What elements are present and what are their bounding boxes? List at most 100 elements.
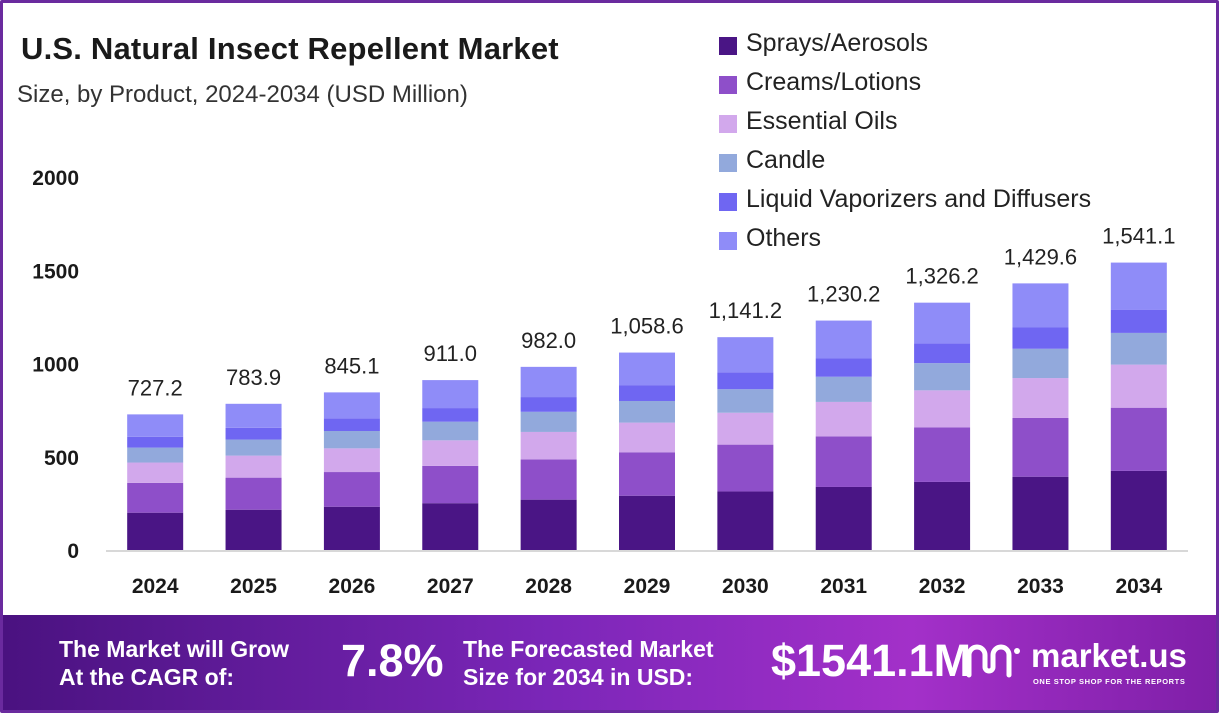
total-value-label: 1,326.2 bbox=[905, 264, 978, 289]
forecast-value: $1541.1M bbox=[771, 635, 972, 686]
bar-segment bbox=[127, 447, 184, 463]
forecast-label-line1: The Forecasted Market bbox=[463, 636, 714, 662]
forecast-label-line2: Size for 2034 in USD: bbox=[463, 664, 694, 690]
bar-segment bbox=[914, 302, 971, 344]
bar-segment bbox=[717, 412, 774, 445]
bar-segment bbox=[127, 462, 184, 483]
bar-segment bbox=[323, 472, 380, 507]
summary-banner: The Market will Grow At the CAGR of: 7.8… bbox=[3, 615, 1216, 710]
total-value-label: 1,141.2 bbox=[709, 298, 782, 323]
bar-segment bbox=[1012, 283, 1069, 328]
bar-segment bbox=[323, 431, 380, 449]
legend-swatch bbox=[719, 154, 737, 172]
legend-label: Sprays/Aerosols bbox=[746, 29, 929, 57]
bar-segment bbox=[815, 436, 872, 487]
bar-segment bbox=[127, 436, 184, 448]
bar-segment bbox=[1012, 476, 1069, 550]
bar-segment bbox=[1012, 327, 1069, 349]
market-us-logo-icon bbox=[966, 644, 1020, 678]
logo-tagline: ONE STOP SHOP FOR THE REPORTS bbox=[1033, 677, 1186, 686]
bar-segment bbox=[815, 320, 872, 359]
cagr-label-line1: The Market will Grow bbox=[59, 636, 290, 662]
bar-segment bbox=[422, 440, 479, 466]
cagr-value: 7.8% bbox=[341, 635, 444, 686]
legend-label: Candle bbox=[746, 146, 826, 174]
bar-segment bbox=[717, 337, 774, 373]
y-tick-label: 0 bbox=[67, 540, 79, 563]
bar-segment bbox=[422, 408, 479, 422]
total-value-label: 911.0 bbox=[424, 341, 477, 366]
legend-swatch bbox=[719, 115, 737, 133]
legend-swatch bbox=[719, 76, 737, 94]
bar-segment bbox=[1012, 348, 1069, 379]
bar-segment bbox=[323, 506, 380, 550]
bar-segment bbox=[619, 422, 675, 453]
y-tick-label: 2000 bbox=[32, 167, 79, 190]
bar-segment bbox=[520, 397, 577, 412]
bar-segment bbox=[323, 418, 380, 432]
bar-segment bbox=[1110, 309, 1167, 333]
x-tick-label: 2029 bbox=[624, 575, 671, 598]
total-value-label: 1,230.2 bbox=[807, 282, 880, 307]
y-tick-label: 1500 bbox=[32, 260, 79, 283]
chart-subtitle: Size, by Product, 2024-2034 (USD Million… bbox=[17, 81, 468, 108]
stacked-bar-chart: 0 500 1000 1500 2000 727.2 2024 783.9 2025 845.1 2… bbox=[32, 167, 1188, 598]
bar-segment bbox=[1110, 470, 1167, 550]
bar-segment bbox=[127, 482, 184, 513]
total-value-label: 982.0 bbox=[521, 328, 576, 353]
bar-segment bbox=[619, 400, 675, 423]
legend-swatch bbox=[719, 37, 737, 55]
x-tick-label: 2033 bbox=[1017, 575, 1064, 598]
bar-segment bbox=[323, 448, 380, 473]
total-value-label: 1,541.1 bbox=[1102, 224, 1175, 249]
bar-segment bbox=[225, 403, 282, 428]
bar-segment bbox=[225, 509, 282, 550]
bar-segment bbox=[619, 495, 675, 550]
bar-segment bbox=[422, 503, 479, 550]
x-tick-label: 2028 bbox=[525, 575, 572, 598]
total-value-label: 845.1 bbox=[324, 353, 379, 378]
bar-segment bbox=[1012, 417, 1069, 477]
bar-segment bbox=[1110, 262, 1167, 310]
cagr-label-line2: At the CAGR of: bbox=[59, 664, 235, 690]
bar-segment bbox=[717, 444, 774, 492]
bar-segment bbox=[225, 439, 282, 456]
bar-segment bbox=[717, 389, 774, 413]
bar-segment bbox=[815, 376, 872, 402]
bar-segment bbox=[520, 499, 577, 550]
bar-segment bbox=[1110, 364, 1167, 408]
chart-title: U.S. Natural Insect Repellent Market bbox=[21, 31, 559, 66]
bar-segment bbox=[914, 343, 971, 364]
total-value-label: 727.2 bbox=[128, 375, 183, 400]
bar-segment bbox=[914, 481, 971, 550]
bar-segment bbox=[815, 358, 872, 377]
y-tick-label: 1000 bbox=[32, 354, 79, 377]
x-tick-label: 2027 bbox=[427, 575, 474, 598]
bar-segment bbox=[1110, 407, 1167, 471]
x-tick-label: 2034 bbox=[1115, 575, 1162, 598]
x-tick-label: 2031 bbox=[820, 575, 867, 598]
bar-segment bbox=[619, 452, 675, 496]
total-value-label: 783.9 bbox=[226, 365, 281, 390]
total-value-label: 1,429.6 bbox=[1004, 244, 1077, 269]
bar-segment bbox=[619, 385, 675, 401]
legend-label: Liquid Vaporizers and Diffusers bbox=[746, 185, 1092, 213]
bar-segment bbox=[422, 380, 479, 409]
bar-segment bbox=[127, 512, 184, 550]
bar-segment bbox=[914, 363, 971, 391]
bar-segment bbox=[717, 372, 774, 390]
forecast-label: The Forecasted Market Size for 2034 in U… bbox=[463, 635, 714, 691]
bar-segment bbox=[127, 414, 184, 437]
x-tick-label: 2025 bbox=[230, 575, 277, 598]
bar-segment bbox=[225, 455, 282, 478]
bar-segment bbox=[815, 401, 872, 437]
x-tick-label: 2024 bbox=[132, 575, 179, 598]
legend-label: Creams/Lotions bbox=[746, 68, 922, 96]
x-tick-label: 2030 bbox=[722, 575, 769, 598]
bar-segment bbox=[914, 390, 971, 428]
bar-segment bbox=[520, 366, 577, 398]
total-value-label: 1,058.6 bbox=[610, 314, 683, 339]
bar-segment bbox=[815, 486, 872, 550]
bar-segment bbox=[225, 477, 282, 510]
